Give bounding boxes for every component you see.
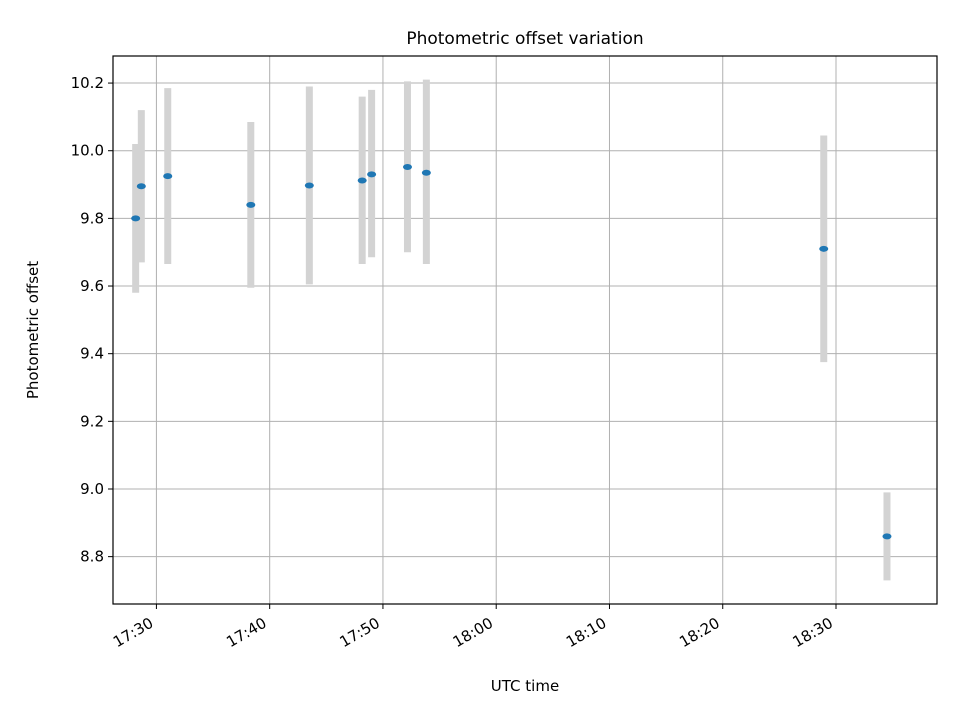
chart-title: Photometric offset variation (406, 29, 643, 49)
data-point (882, 533, 892, 540)
x-tick-label: 18:30 (790, 614, 836, 651)
data-point (131, 215, 141, 222)
data-point (367, 171, 377, 178)
y-tick-label: 10.0 (71, 142, 104, 160)
data-point (136, 183, 146, 190)
y-tick-label: 9.2 (80, 412, 104, 430)
x-tick-label: 17:40 (223, 614, 269, 651)
x-tick-label: 18:10 (563, 614, 609, 651)
data-points (131, 163, 892, 540)
x-tick-label: 18:20 (676, 614, 722, 651)
data-point (163, 173, 173, 180)
y-tick-label: 9.6 (80, 277, 104, 295)
plot-frame (112, 55, 938, 605)
data-point (246, 201, 256, 208)
y-axis-label: Photometric offset (24, 261, 42, 399)
x-axis-ticks: 17:30 17:40 17:50 18:00 18:10 18:20 18:30 (110, 604, 837, 651)
x-tick-label: 18:00 (450, 614, 496, 651)
plot-background (113, 56, 937, 604)
data-point (357, 177, 367, 184)
data-point (304, 182, 314, 189)
x-axis-label: UTC time (491, 677, 559, 695)
data-point (421, 169, 431, 176)
x-tick-label: 17:30 (110, 614, 156, 651)
data-point (819, 245, 829, 252)
y-tick-label: 10.2 (71, 74, 104, 92)
x-tick-label: 17:50 (337, 614, 383, 651)
data-point (402, 163, 412, 170)
y-tick-label: 8.8 (80, 548, 104, 566)
y-tick-label: 9.4 (80, 345, 104, 363)
y-tick-label: 9.0 (80, 480, 104, 498)
y-axis-ticks: 8.8 9.0 9.2 9.4 9.6 9.8 10.0 10.2 (71, 74, 113, 566)
y-tick-label: 9.8 (80, 209, 104, 227)
